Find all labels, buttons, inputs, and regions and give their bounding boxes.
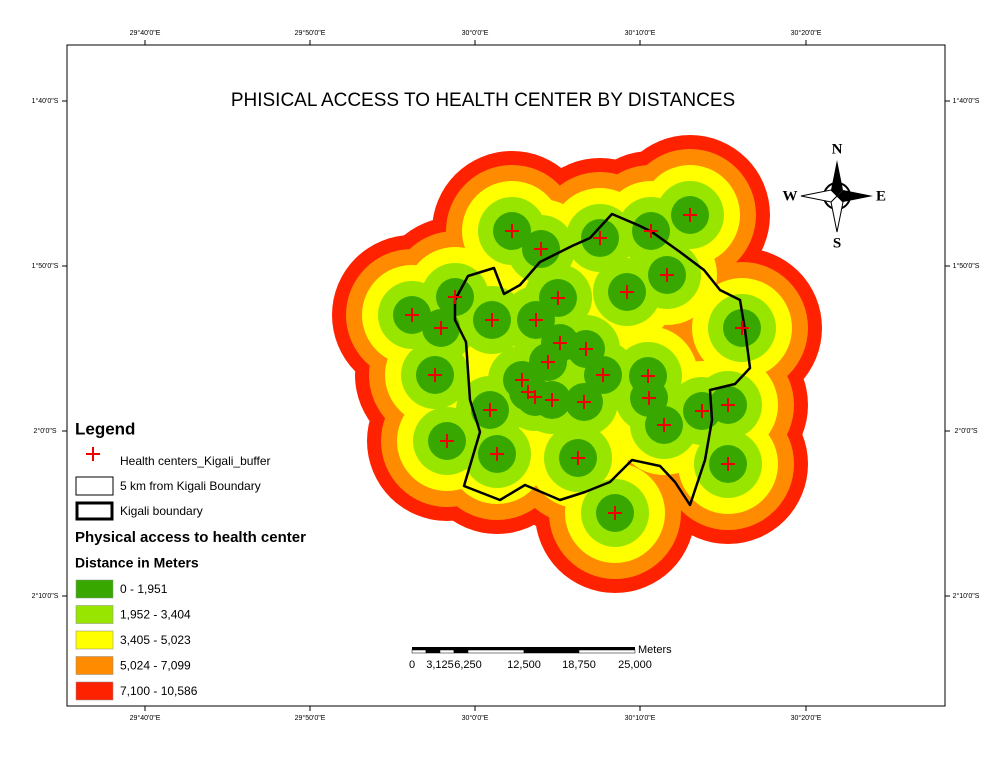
legend-swatch <box>75 630 114 650</box>
scale-bar: 0 3,125 6,250 12,500 18,750 25,000 Meters <box>409 644 672 671</box>
graticule-label: 2°0'0"S <box>955 427 978 435</box>
scale-segment <box>426 647 440 650</box>
graticule-label: 30°20'0"E <box>791 29 822 37</box>
buffer-symbol <box>75 476 114 496</box>
scale-segment <box>440 647 454 650</box>
scale-label: 18,750 <box>562 659 596 671</box>
legend-swatch <box>75 605 114 624</box>
legend-subtitle: Distance in Meters <box>75 555 199 571</box>
scale-segment <box>467 649 525 654</box>
graticule-label: 1°40'0"S <box>953 97 980 105</box>
graticule-label: 30°0'0"E <box>462 29 489 37</box>
graticule-label: 1°50'0"S <box>953 262 980 270</box>
map-title: PHISICAL ACCESS TO HEALTH CENTER BY DIST… <box>231 90 735 111</box>
west-label: W <box>783 188 798 204</box>
legend-swatch <box>75 681 114 701</box>
legend-swatch <box>75 656 114 675</box>
legend-label: Health centers_Kigali_buffer <box>120 454 271 468</box>
legend-label: 3,405 - 5,023 <box>120 633 191 647</box>
graticule-label: 29°50'0"E <box>295 714 326 722</box>
graticule-label: 2°0'0"S <box>34 427 57 435</box>
graticule-label: 29°50'0"E <box>295 29 326 37</box>
compass-needle <box>837 190 873 202</box>
north-arrow: N S E W <box>783 141 887 251</box>
graticule-label: 30°10'0"E <box>625 714 656 722</box>
legend-label: 5 km from Kigali Boundary <box>120 479 261 493</box>
scale-segment <box>523 649 580 654</box>
graticule-label: 29°40'0"E <box>130 714 161 722</box>
east-label: E <box>876 188 886 204</box>
scale-segment <box>439 649 455 654</box>
south-label: S <box>833 235 841 251</box>
kigali-boundary <box>453 212 752 507</box>
scale-segment <box>412 647 426 650</box>
legend-label: 7,100 - 10,586 <box>120 684 198 698</box>
legend-swatch <box>75 579 114 599</box>
legend-label: 1,952 - 3,404 <box>120 608 191 622</box>
health-centers <box>405 208 749 520</box>
scale-segment <box>524 647 579 650</box>
legend-title: Legend <box>75 419 135 438</box>
scale-segment <box>579 647 635 650</box>
graticule-label: 2°10'0"S <box>953 592 980 600</box>
scale-segment <box>468 647 524 650</box>
north-label: N <box>832 141 843 157</box>
graticule-label: 29°40'0"E <box>130 29 161 37</box>
compass-needle <box>831 160 843 196</box>
scale-label: 0 <box>409 659 415 671</box>
scale-unit: Meters <box>638 644 672 656</box>
scale-label: 3,125 <box>426 659 454 671</box>
graticule-label: 30°0'0"E <box>462 714 489 722</box>
legend-label: 5,024 - 7,099 <box>120 659 191 673</box>
cross-symbol <box>86 447 100 461</box>
scale-segment <box>453 649 469 654</box>
scale-label: 12,500 <box>507 659 541 671</box>
graticule-label: 2°10'0"S <box>32 592 59 600</box>
scale-segment <box>454 647 468 650</box>
legend-label: 0 - 1,951 <box>120 582 168 596</box>
scale-segment <box>425 649 441 654</box>
legend-section: Physical access to health center <box>75 529 306 546</box>
boundary-symbol <box>75 501 114 521</box>
graticule-label: 30°10'0"E <box>625 29 656 37</box>
graticule-label: 1°50'0"S <box>32 262 59 270</box>
scale-segment <box>411 649 427 654</box>
legend: Legend Health centers_Kigali_buffer 5 km… <box>75 419 306 701</box>
scale-segment <box>578 649 636 654</box>
graticule-label: 1°40'0"S <box>32 97 59 105</box>
graticule-label: 30°20'0"E <box>791 714 822 722</box>
legend-label: Kigali boundary <box>120 504 203 518</box>
scale-label: 25,000 <box>618 659 652 671</box>
scale-label: 6,250 <box>454 659 482 671</box>
